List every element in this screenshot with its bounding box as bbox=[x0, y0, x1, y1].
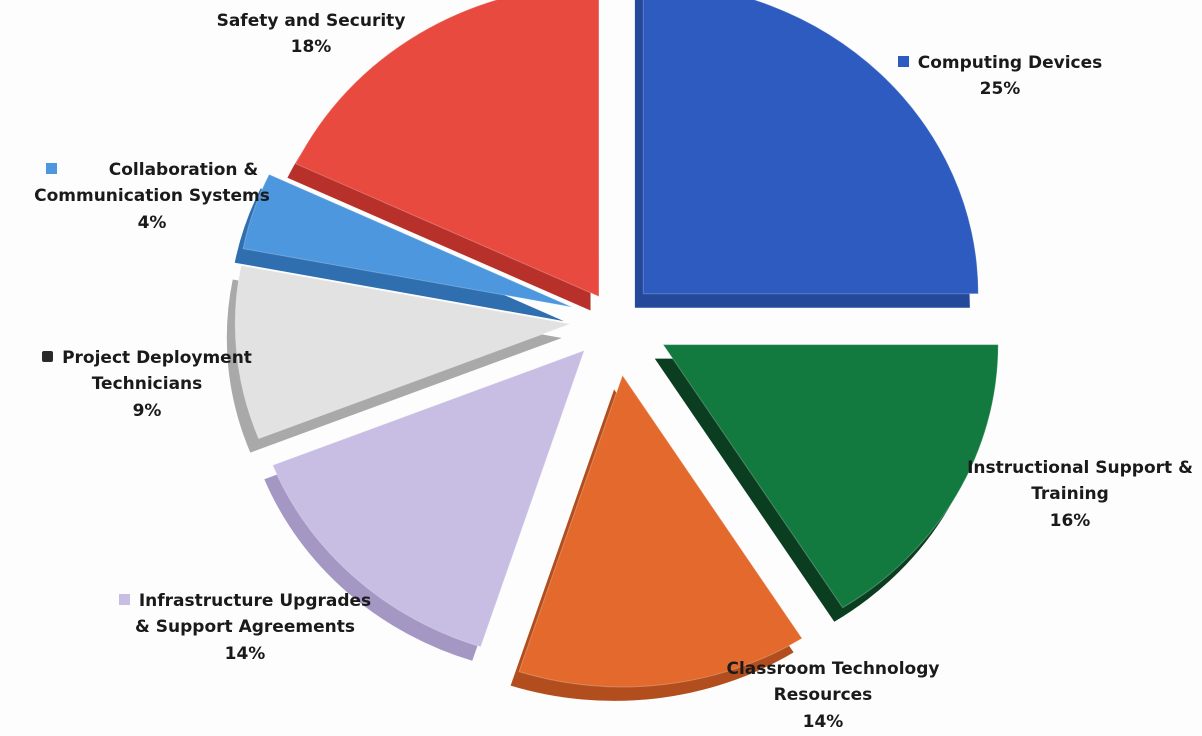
label-computing-devices: Computing Devices 25% bbox=[880, 50, 1120, 103]
slice-project-deployment bbox=[234, 264, 573, 440]
label-safety-name: Safety and Security bbox=[216, 11, 406, 31]
label-classroom-name2: Resources bbox=[773, 685, 873, 706]
label-classroom-name1: Classroom Technology bbox=[726, 659, 940, 679]
label-computing-pct: 25% bbox=[979, 79, 1021, 100]
slice-instructional-support bbox=[662, 344, 999, 609]
label-project-deployment: Project Deployment Technicians 9% bbox=[22, 345, 272, 424]
label-computing-name: Computing Devices bbox=[917, 53, 1103, 73]
label-infrastructure-pct: 14% bbox=[224, 643, 266, 664]
slice-collaboration bbox=[242, 173, 573, 308]
label-collaboration: Collaboration & Communication Systems 4% bbox=[12, 157, 292, 236]
slice-computing-devices bbox=[642, 0, 979, 295]
label-project-name1: Project Deployment bbox=[62, 348, 252, 368]
label-collaboration-pct: 4% bbox=[137, 212, 167, 233]
legend-swatch-classroom bbox=[706, 662, 718, 673]
label-collaboration-name2: Communication Systems bbox=[34, 186, 270, 207]
label-project-pct: 9% bbox=[132, 400, 162, 421]
slice-safety-security bbox=[295, 0, 600, 298]
label-project-name2: Technicians bbox=[91, 374, 203, 395]
label-collaboration-name1: Collaboration & bbox=[108, 160, 259, 180]
label-infrastructure-name2: & Support Agreements bbox=[135, 617, 355, 638]
label-classroom-pct: 14% bbox=[802, 711, 844, 732]
label-infrastructure-name1: Infrastructure Upgrades bbox=[138, 591, 372, 611]
label-classroom-technology: Classroom Technology Resources 14% bbox=[688, 656, 958, 735]
legend-swatch-instructional bbox=[947, 461, 959, 472]
slice-infrastructure bbox=[272, 349, 586, 648]
label-safety-and-security: Safety and Security 18% bbox=[196, 8, 426, 61]
label-instructional-pct: 16% bbox=[1049, 510, 1091, 531]
legend-swatch-computing bbox=[897, 56, 909, 67]
label-instructional-name1: Instructional Support & bbox=[967, 458, 1193, 478]
label-instructional-name2: Training bbox=[1031, 484, 1109, 505]
legend-swatch-infrastructure bbox=[118, 594, 130, 605]
label-safety-pct: 18% bbox=[290, 37, 332, 58]
label-instructional-support: Instructional Support & Training 16% bbox=[935, 455, 1202, 534]
legend-swatch-project bbox=[42, 351, 54, 362]
slice-classroom-technology bbox=[518, 374, 803, 688]
legend-swatch-collaboration bbox=[45, 163, 57, 174]
label-infrastructure: Infrastructure Upgrades & Support Agreem… bbox=[105, 588, 385, 667]
